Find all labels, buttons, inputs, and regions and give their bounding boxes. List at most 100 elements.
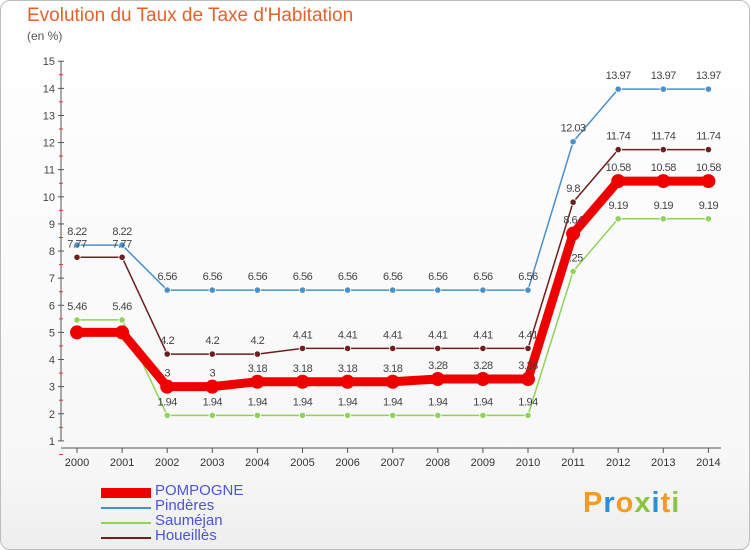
data-point <box>118 316 126 324</box>
data-point <box>208 350 216 358</box>
data-point <box>389 344 397 353</box>
data-point <box>614 85 622 93</box>
data-label: 6.56 <box>293 271 313 283</box>
data-point <box>385 374 400 389</box>
data-label: 3.18 <box>338 363 358 375</box>
x-tick-label: 2005 <box>290 457 314 469</box>
data-point <box>479 286 487 294</box>
data-point <box>253 350 261 358</box>
x-tick-label: 2010 <box>516 457 540 469</box>
data-label: 4.41 <box>338 329 358 341</box>
legend-swatch <box>101 537 151 539</box>
data-label: 1.94 <box>338 396 358 408</box>
data-label: 7.77 <box>112 238 132 250</box>
data-label: 1.94 <box>248 396 268 408</box>
y-tick-label: 15 <box>43 56 55 68</box>
data-point <box>614 146 622 154</box>
logo-letter: r <box>603 487 616 519</box>
legend-label: Houeillès <box>155 527 217 544</box>
data-label: 1.94 <box>203 396 223 408</box>
data-label: 9.19 <box>608 200 628 212</box>
data-label: 4.2 <box>160 335 174 347</box>
data-label: 3.18 <box>383 363 403 375</box>
data-point <box>115 325 130 340</box>
data-label: 4.41 <box>383 329 403 341</box>
data-label: 11.74 <box>651 131 676 143</box>
data-label: 10.58 <box>651 162 676 174</box>
data-label: 4.2 <box>251 335 265 347</box>
data-point <box>524 344 532 353</box>
x-tick-label: 2000 <box>65 457 89 469</box>
data-point <box>656 174 671 189</box>
data-point <box>298 411 307 419</box>
data-label: 6.56 <box>383 271 403 283</box>
data-label: 4.41 <box>518 329 538 341</box>
data-point <box>73 253 81 261</box>
data-label: 4.41 <box>428 329 448 341</box>
x-tick-label: 2008 <box>426 457 450 469</box>
data-label: 1.94 <box>383 396 403 408</box>
logo-letter: t <box>660 487 672 519</box>
y-tick-label: 10 <box>43 192 55 204</box>
legend-label: POMPOGNE <box>155 482 244 499</box>
data-point <box>434 286 442 294</box>
data-point <box>208 286 216 294</box>
data-label: 1.94 <box>473 396 493 408</box>
data-label: 11.74 <box>606 131 631 143</box>
logo-letter: i <box>671 487 681 519</box>
data-label: 13.97 <box>696 70 721 82</box>
data-point <box>524 411 532 419</box>
y-tick-label: 12 <box>43 138 55 150</box>
y-tick-label: 6 <box>49 300 55 312</box>
chart-title: Evolution du Taux de Taxe d'Habitation <box>27 5 354 26</box>
data-label: 5.46 <box>112 301 132 313</box>
proxiti-logo: Proxiti <box>583 487 680 520</box>
data-point <box>659 215 667 223</box>
data-label: 6.56 <box>157 271 177 283</box>
x-tick-label: 2002 <box>155 457 179 469</box>
y-tick-label: 4 <box>49 355 55 367</box>
data-label: 9.8 <box>566 183 580 195</box>
y-tick-label: 7 <box>49 273 55 285</box>
data-point <box>569 267 577 275</box>
data-label: 6.56 <box>473 271 493 283</box>
data-point <box>389 411 397 419</box>
x-tick-label: 2014 <box>696 457 720 469</box>
data-point <box>659 85 667 93</box>
data-point <box>343 286 352 294</box>
data-label: 3.18 <box>293 363 313 375</box>
data-label: 1.94 <box>157 396 177 408</box>
x-tick-label: 2013 <box>651 457 675 469</box>
data-point <box>208 411 216 419</box>
data-point <box>118 253 126 261</box>
data-label: 6.56 <box>203 271 223 283</box>
legend-swatch <box>101 488 151 498</box>
x-tick-label: 2009 <box>471 457 495 469</box>
data-point <box>253 411 261 419</box>
legend-label: Pindères <box>155 497 215 514</box>
y-tick-label: 8 <box>49 246 55 258</box>
data-point <box>163 350 171 358</box>
data-point <box>434 411 442 419</box>
data-point <box>704 85 713 93</box>
data-point <box>569 198 577 206</box>
data-point <box>160 379 175 394</box>
data-point <box>479 411 487 419</box>
data-label: 11.74 <box>696 131 721 143</box>
data-label: 1.94 <box>428 396 448 408</box>
data-label: 3.28 <box>518 360 538 372</box>
data-label: 6.56 <box>428 271 448 283</box>
y-tick-label: 5 <box>49 327 55 339</box>
data-label: 3 <box>209 368 215 380</box>
data-label: 4.2 <box>205 335 219 347</box>
legend-swatch <box>101 507 151 509</box>
x-tick-label: 2001 <box>110 457 134 469</box>
y-tick-label: 14 <box>43 83 55 95</box>
logo-letter: o <box>615 487 635 519</box>
data-point <box>343 344 352 353</box>
data-label: 13.97 <box>606 70 631 82</box>
data-label: 8.22 <box>67 226 87 238</box>
data-label: 4.41 <box>473 329 493 341</box>
